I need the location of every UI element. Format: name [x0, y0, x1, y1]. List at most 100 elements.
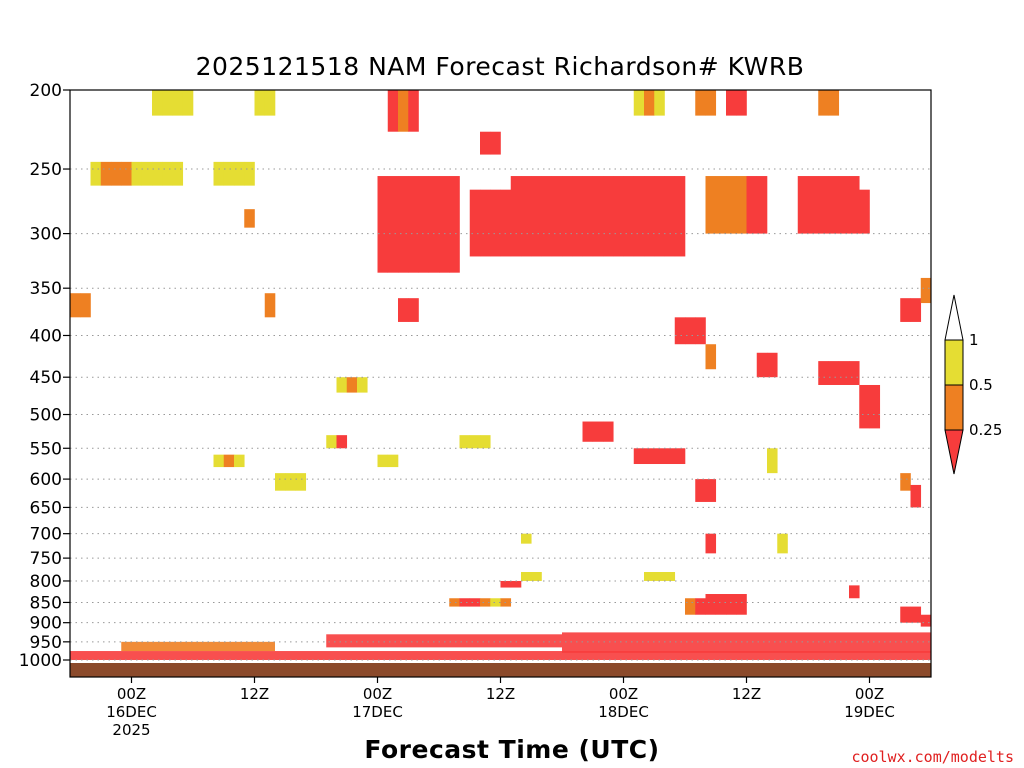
plot-area: [70, 90, 932, 677]
heatmap-cell: [541, 176, 553, 257]
heatmap-cell: [254, 90, 266, 116]
x-tick-label: 00Z: [117, 685, 146, 703]
y-tick-label: 900: [30, 614, 62, 634]
heatmap-cell: [674, 317, 686, 345]
heatmap-cell: [398, 90, 409, 132]
heatmap-cell: [510, 176, 522, 257]
heatmap-cell: [162, 161, 173, 186]
heatmap-cell: [582, 421, 594, 442]
heatmap-cell: [490, 189, 501, 257]
heatmap-cell: [777, 533, 788, 554]
heatmap-cell: [531, 572, 542, 581]
heatmap-cell: [726, 176, 737, 234]
heatmap-cell: [654, 176, 665, 257]
heatmap-cell: [521, 533, 532, 544]
heatmap-cell: [244, 209, 255, 228]
heatmap-cell: [920, 614, 932, 627]
heatmap-cell: [592, 176, 604, 257]
heatmap-cell: [900, 298, 911, 322]
heatmap-cell: [849, 361, 860, 385]
heatmap-cell: [562, 176, 573, 257]
heatmap-cell: [152, 161, 163, 186]
x-axis-label: Forecast Time (UTC): [364, 735, 659, 764]
heatmap-cell: [469, 435, 481, 449]
heatmap-cell: [859, 189, 870, 234]
heatmap-cell: [264, 90, 276, 116]
heatmap-cell: [510, 580, 522, 588]
heatmap-cell: [346, 377, 358, 393]
heatmap-cell: [613, 176, 624, 257]
heatmap-cell: [828, 361, 840, 385]
colorbar-bottom-arrow: [944, 429, 964, 475]
heatmap-cell: [633, 176, 645, 257]
heatmap-cell: [838, 176, 850, 234]
heatmap-cell: [756, 352, 768, 378]
heatmap-cell: [244, 161, 255, 186]
heatmap-cell: [439, 176, 450, 273]
heatmap-cell: [398, 176, 409, 273]
x-tick-label: 12Z: [240, 685, 269, 703]
heatmap-cell: [459, 435, 471, 449]
y-tick-label: 450: [30, 368, 62, 388]
heatmap-cell: [408, 176, 419, 273]
heatmap-cell: [603, 421, 614, 442]
boundary-layer-band: [326, 634, 562, 648]
heatmap-cell: [223, 161, 235, 186]
heatmap-cell: [531, 176, 542, 257]
y-tick-label: 200: [30, 81, 62, 101]
heatmap-cell: [664, 448, 676, 465]
heatmap-cell: [80, 293, 91, 318]
heatmap-cell: [592, 421, 604, 442]
heatmap-cell: [131, 161, 143, 186]
boundary-layer-band: [70, 651, 931, 660]
heatmap-cell: [603, 176, 614, 257]
heatmap-cell: [695, 479, 706, 502]
heatmap-cell: [920, 277, 932, 304]
heatmap-cell: [736, 176, 747, 234]
heatmap-cell: [654, 572, 665, 581]
heatmap-cell: [111, 161, 122, 186]
heatmap-cell: [490, 598, 501, 607]
heatmap-cell: [715, 594, 727, 615]
heatmap-cell: [726, 594, 737, 615]
heatmap-cell: [818, 361, 829, 385]
heatmap-cell: [828, 176, 840, 234]
y-tick-label: 550: [30, 439, 62, 459]
heatmap-cell: [726, 90, 737, 116]
heatmap-cell: [408, 298, 419, 322]
heatmap-cell: [664, 176, 676, 257]
y-tick-label: 950: [30, 633, 62, 653]
heatmap-cell: [326, 435, 337, 449]
heatmap-cell: [828, 90, 840, 116]
heatmap-cell: [234, 161, 245, 186]
heatmap-cell: [767, 352, 778, 378]
heatmap-cell: [182, 90, 194, 116]
heatmap-cell: [500, 189, 512, 257]
heatmap-cell: [633, 448, 645, 465]
heatmap-cell: [469, 189, 481, 257]
heatmap-cell: [910, 606, 922, 623]
heatmap-cell: [387, 90, 399, 132]
heatmap-cell: [859, 384, 870, 429]
heatmap-cell: [100, 161, 112, 186]
x-tick-label: 12Z: [486, 685, 515, 703]
heatmap-cell: [398, 298, 409, 322]
heatmap-cell: [644, 90, 655, 116]
x-tick-label: 12Z: [732, 685, 761, 703]
heatmap-cell: [849, 176, 860, 234]
y-axis: 200 250 300 350 400 450 500 550 600 650 700 750 8008…: [19, 81, 70, 671]
grid-lines: [70, 168, 931, 661]
y-tick-label: 700: [30, 525, 62, 545]
heatmap-cell: [644, 176, 655, 257]
heatmap-cell: [695, 90, 706, 116]
heatmap-cell: [234, 454, 245, 468]
heatmap-cell: [480, 598, 491, 607]
colorbar-yellow: [944, 339, 964, 386]
heatmap-cell: [469, 598, 481, 607]
heatmap-cell: [705, 90, 717, 116]
heatmap-cell: [459, 598, 471, 607]
y-tick-label: 800: [30, 572, 62, 592]
heatmap-cell: [377, 454, 389, 468]
